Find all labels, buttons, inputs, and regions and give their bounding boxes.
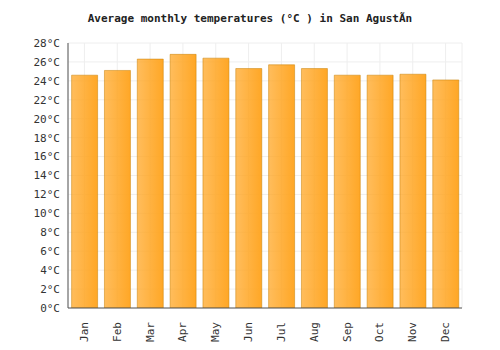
svg-text:Mar: Mar	[144, 322, 157, 342]
svg-text:8°C: 8°C	[40, 226, 60, 239]
svg-text:18°C: 18°C	[34, 132, 61, 145]
svg-text:Apr: Apr	[176, 322, 189, 342]
svg-text:Aug: Aug	[308, 322, 321, 342]
svg-text:20°C: 20°C	[34, 113, 61, 126]
svg-text:12°C: 12°C	[34, 188, 61, 201]
svg-text:22°C: 22°C	[34, 94, 61, 107]
svg-text:Sep: Sep	[341, 322, 354, 342]
svg-text:0°C: 0°C	[40, 302, 60, 315]
svg-text:Jul: Jul	[275, 322, 288, 342]
svg-text:14°C: 14°C	[34, 169, 61, 182]
svg-text:24°C: 24°C	[34, 75, 61, 88]
svg-text:Dec: Dec	[439, 322, 452, 342]
svg-text:Nov: Nov	[406, 322, 419, 342]
svg-text:28°C: 28°C	[34, 37, 61, 50]
svg-text:4°C: 4°C	[40, 264, 60, 277]
svg-text:26°C: 26°C	[34, 56, 61, 69]
svg-text:Oct: Oct	[373, 322, 386, 342]
svg-text:16°C: 16°C	[34, 150, 61, 163]
html-text:Average monthly temperatures (: Average monthly temperatures (°C ) in Sa…	[87, 12, 413, 25]
svg-text:May: May	[209, 322, 222, 342]
svg-text:Feb: Feb	[111, 322, 124, 342]
svg-text:6°C: 6°C	[40, 245, 60, 258]
svg-text:Jun: Jun	[242, 322, 255, 342]
svg-text:10°C: 10°C	[34, 207, 61, 220]
svg-text:Jan: Jan	[78, 322, 91, 342]
svg-text:2°C: 2°C	[40, 283, 60, 296]
